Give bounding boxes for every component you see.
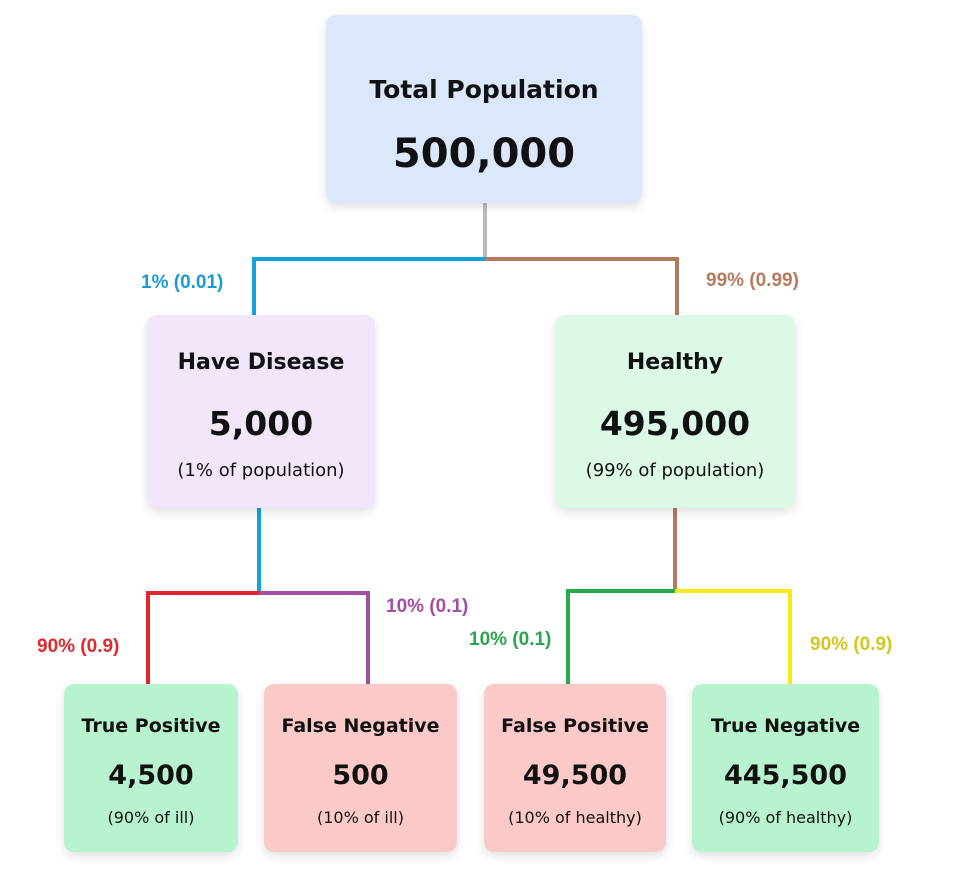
node-value: 4,500 — [108, 760, 194, 791]
connector-false-negative — [259, 591, 370, 686]
node-title: True Positive — [81, 715, 221, 737]
node-title: Have Disease — [177, 350, 345, 375]
node-have-disease: Have Disease 5,000 (1% of population) — [147, 315, 375, 508]
connector-true-negative — [675, 589, 792, 686]
edge-label-true-negative-probability: 90% (0.9) — [810, 634, 893, 655]
connector-disease — [252, 257, 485, 315]
node-note: (10% of ill) — [317, 808, 404, 827]
edge-label-true-positive-probability: 90% (0.9) — [37, 636, 120, 657]
node-healthy: Healthy 495,000 (99% of population) — [555, 315, 795, 508]
node-note: (90% of healthy) — [718, 808, 853, 827]
node-note: (99% of population) — [585, 460, 765, 481]
node-title: Total Population — [369, 75, 599, 104]
node-title: False Positive — [501, 715, 649, 737]
connector-healthy — [485, 257, 679, 318]
node-value: 495,000 — [599, 404, 751, 443]
edge-label-false-positive-probability: 10% (0.1) — [469, 629, 552, 650]
node-title: False Negative — [281, 715, 440, 737]
node-false-negative: False Negative 500 (10% of ill) — [264, 684, 457, 852]
node-note: (90% of ill) — [107, 808, 195, 827]
node-title: True Negative — [710, 715, 861, 737]
node-title: Healthy — [626, 350, 724, 375]
edge-label-disease-probability: 1% (0.01) — [141, 272, 224, 293]
node-note: (10% of healthy) — [508, 808, 642, 827]
node-false-positive: False Positive 49,500 (10% of healthy) — [484, 684, 666, 852]
node-true-negative: True Negative 445,500 (90% of healthy) — [692, 684, 879, 852]
node-note: (1% of population) — [177, 460, 345, 481]
connector-false-positive — [566, 589, 675, 686]
node-true-positive: True Positive 4,500 (90% of ill) — [64, 684, 238, 852]
node-total-population: Total Population 500,000 — [326, 15, 642, 203]
connector-true-positive — [146, 591, 259, 686]
node-value: 49,500 — [522, 760, 628, 791]
node-value: 500,000 — [392, 131, 576, 177]
node-value: 5,000 — [208, 404, 314, 443]
node-value: 445,500 — [724, 760, 847, 791]
edge-label-healthy-probability: 99% (0.99) — [706, 270, 799, 291]
node-value: 500 — [332, 760, 389, 791]
edge-label-false-negative-probability: 10% (0.1) — [386, 596, 469, 617]
